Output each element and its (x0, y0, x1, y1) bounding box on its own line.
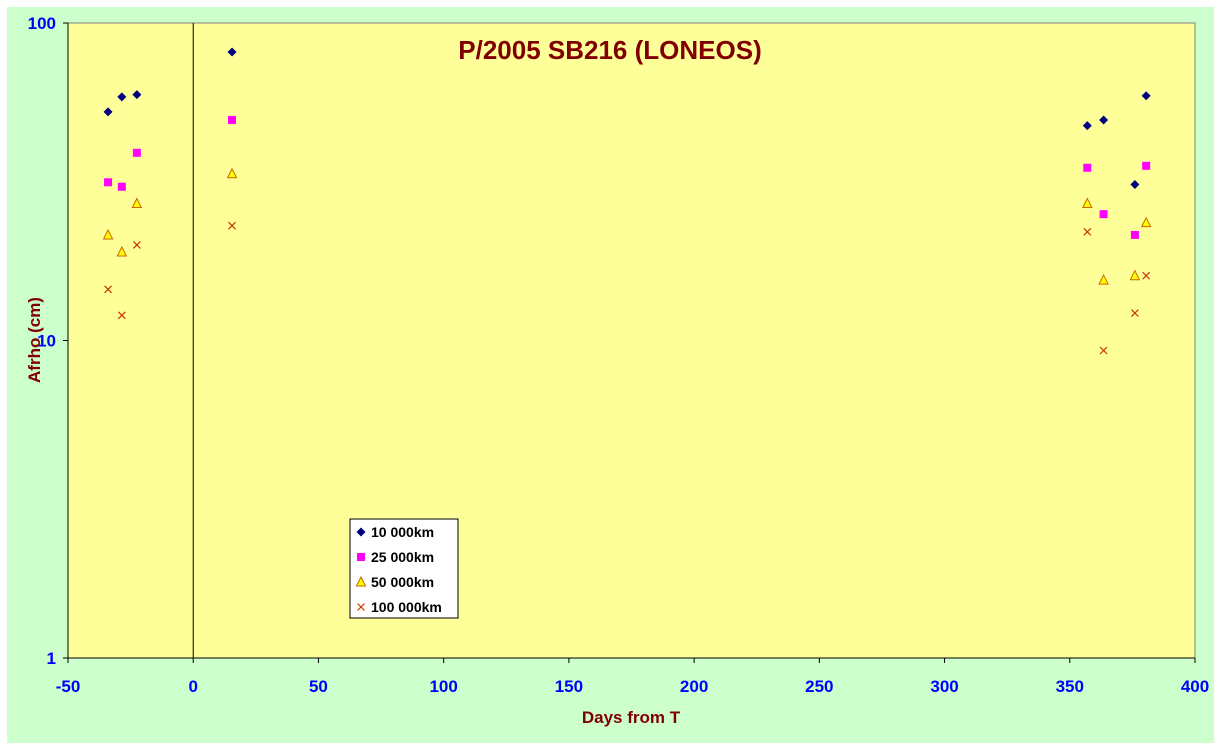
x-tick-label: 150 (555, 677, 583, 696)
data-point-series-4-stroke (1099, 346, 1108, 355)
legend-label-2: 25 000km (371, 549, 434, 565)
data-point-series-2 (132, 148, 141, 157)
x-tick-label: 400 (1181, 677, 1209, 696)
series-4 (104, 221, 1151, 355)
x-tick-label: 250 (805, 677, 833, 696)
data-point-series-4-stroke (1130, 309, 1139, 318)
legend-marker-4 (357, 603, 365, 611)
data-point-series-1 (1082, 121, 1092, 131)
data-point-series-4-stroke (104, 285, 112, 294)
data-point-series-4 (132, 240, 141, 249)
legend: 10 000km 25 000km 50 000km 100 000km (349, 518, 459, 619)
y-tick-label: 10 (37, 332, 56, 351)
data-point-series-1 (227, 47, 237, 57)
legend-label-1: 10 000km (371, 524, 434, 540)
x-tick-label: 200 (680, 677, 708, 696)
chart-title: P/2005 SB216 (LONEOS) (458, 35, 761, 65)
tick-labels: -50 0 50 100 150 200 250 300 350 400 1 10 100 (28, 14, 1210, 696)
data-point-series-4-stroke (132, 240, 141, 249)
data-point-series-1 (1099, 115, 1109, 125)
data-point-series-2 (104, 178, 113, 187)
legend-label-3: 50 000km (371, 574, 434, 590)
x-tick-label: 300 (930, 677, 958, 696)
x-tick-label: 350 (1056, 677, 1084, 696)
data-point-series-4 (104, 285, 112, 294)
data-point-series-1 (132, 90, 142, 100)
x-axis-title: Days from T (582, 708, 681, 727)
legend-marker-4-stroke (357, 603, 365, 611)
y-axis-title: Afrho (cm) (25, 297, 44, 383)
x-tick-label: 0 (188, 677, 197, 696)
data-marks (102, 47, 1152, 355)
axes-group (63, 22, 1196, 663)
legend-marker-1 (356, 527, 366, 537)
series-1 (103, 47, 1151, 189)
plot-area (67, 22, 1196, 659)
data-point-series-4 (228, 221, 236, 230)
data-point-series-4 (1130, 309, 1139, 318)
x-tick-label: 50 (309, 677, 328, 696)
data-point-series-3 (1129, 269, 1141, 281)
data-point-series-3 (116, 245, 128, 257)
data-point-series-2 (1083, 163, 1092, 172)
x-tick-label: -50 (56, 677, 81, 696)
data-point-series-2 (228, 115, 237, 124)
data-point-series-3 (1081, 197, 1093, 209)
data-point-series-1 (117, 92, 127, 102)
data-point-series-4 (1142, 271, 1151, 280)
data-point-series-1 (1130, 179, 1140, 189)
series-2 (104, 115, 1151, 239)
data-point-series-4-stroke (1083, 227, 1092, 236)
x-tick-label: 100 (429, 677, 457, 696)
data-point-series-3 (131, 197, 143, 209)
legend-marker-3 (355, 575, 367, 587)
data-point-series-3 (1140, 216, 1152, 228)
y-tick-label: 100 (28, 14, 56, 33)
data-point-series-3 (226, 167, 238, 179)
data-point-series-4 (1099, 346, 1108, 355)
data-point-series-4-stroke (228, 221, 236, 230)
legend-marker-2 (357, 553, 365, 561)
y-tick-label: 1 (47, 649, 56, 668)
data-point-series-1 (1141, 91, 1151, 101)
data-point-series-1 (103, 107, 113, 117)
data-point-series-3 (102, 228, 114, 240)
data-point-series-2 (1130, 230, 1139, 239)
data-point-series-4-stroke (117, 311, 126, 320)
data-point-series-4-stroke (1142, 271, 1151, 280)
legend-label-4: 100 000km (371, 599, 442, 615)
data-point-series-2 (1099, 210, 1108, 219)
data-point-series-4 (1083, 227, 1092, 236)
series-3 (102, 167, 1152, 285)
data-point-series-3 (1098, 273, 1109, 285)
legend-box (349, 518, 459, 619)
data-point-series-2 (1142, 161, 1151, 170)
data-point-series-4 (117, 311, 126, 320)
data-point-series-2 (117, 182, 126, 191)
